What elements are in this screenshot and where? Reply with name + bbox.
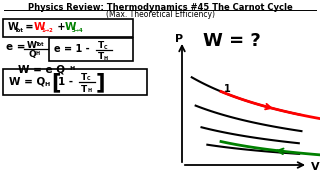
- Text: W: W: [8, 22, 19, 33]
- FancyBboxPatch shape: [3, 69, 147, 95]
- Text: W = ?: W = ?: [203, 32, 261, 50]
- Text: e = 1 -: e = 1 -: [54, 44, 93, 55]
- Text: W: W: [34, 22, 45, 33]
- Text: C: C: [87, 76, 91, 82]
- Text: W: W: [27, 41, 37, 50]
- Text: Tot: Tot: [36, 42, 44, 47]
- Text: 1→2: 1→2: [41, 28, 53, 33]
- Text: H: H: [36, 51, 40, 56]
- Text: [: [: [51, 72, 60, 92]
- Text: T: T: [81, 73, 87, 82]
- Text: 3→4: 3→4: [72, 28, 84, 33]
- Text: H: H: [104, 56, 108, 61]
- Text: V: V: [311, 162, 320, 172]
- Text: Physics Review: Thermodynamics #45 The Carnot Cycle: Physics Review: Thermodynamics #45 The C…: [28, 3, 292, 12]
- Text: e =: e =: [6, 42, 29, 52]
- FancyBboxPatch shape: [49, 38, 133, 61]
- Text: Tot: Tot: [14, 28, 23, 33]
- Text: Q: Q: [28, 50, 36, 59]
- Text: 1: 1: [224, 84, 231, 93]
- Text: T: T: [98, 41, 104, 50]
- Text: T: T: [81, 84, 87, 93]
- FancyBboxPatch shape: [3, 19, 133, 37]
- Text: T: T: [98, 52, 104, 61]
- Text: P: P: [175, 34, 183, 44]
- Text: +: +: [54, 22, 69, 33]
- Text: W = Q: W = Q: [9, 77, 45, 87]
- Text: 1 -: 1 -: [58, 77, 77, 87]
- Text: H: H: [44, 82, 49, 87]
- Text: ]: ]: [96, 72, 106, 92]
- Text: H: H: [69, 66, 74, 71]
- Text: (Max. Theoretical Efficiency): (Max. Theoretical Efficiency): [106, 10, 214, 19]
- Text: W = e Q: W = e Q: [18, 64, 65, 74]
- Text: W: W: [65, 22, 76, 33]
- Text: H: H: [87, 89, 91, 93]
- Text: =: =: [22, 22, 37, 33]
- Text: C: C: [104, 45, 108, 50]
